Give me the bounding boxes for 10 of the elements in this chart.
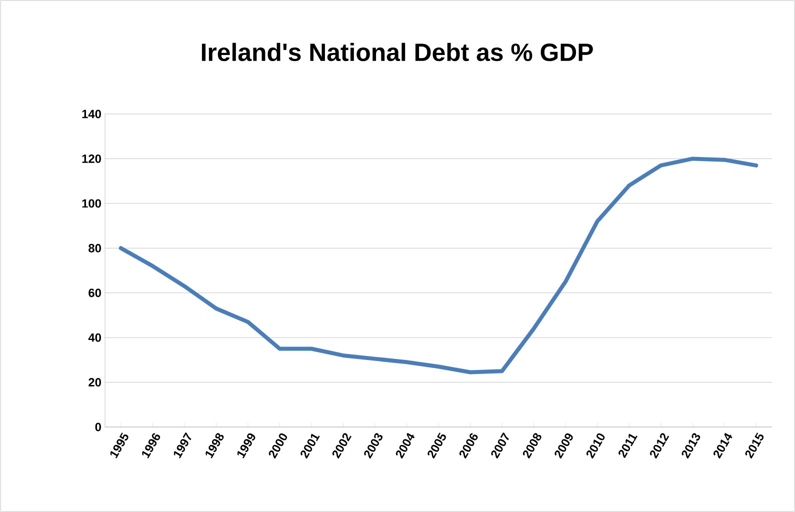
y-tick-label: 0 xyxy=(95,422,101,432)
y-tick-label: 140 xyxy=(82,110,101,118)
y-tick-label: 100 xyxy=(82,199,101,208)
y-tick-label: 80 xyxy=(88,244,101,252)
y-tick-label: 40 xyxy=(88,333,101,342)
y-tick-label: 60 xyxy=(88,288,101,298)
y-tick-label: 120 xyxy=(82,154,101,163)
y-tick-label: 20 xyxy=(88,378,101,387)
line-series xyxy=(118,156,758,374)
chart-title: Ireland's National Debt as % GDP xyxy=(202,42,593,62)
